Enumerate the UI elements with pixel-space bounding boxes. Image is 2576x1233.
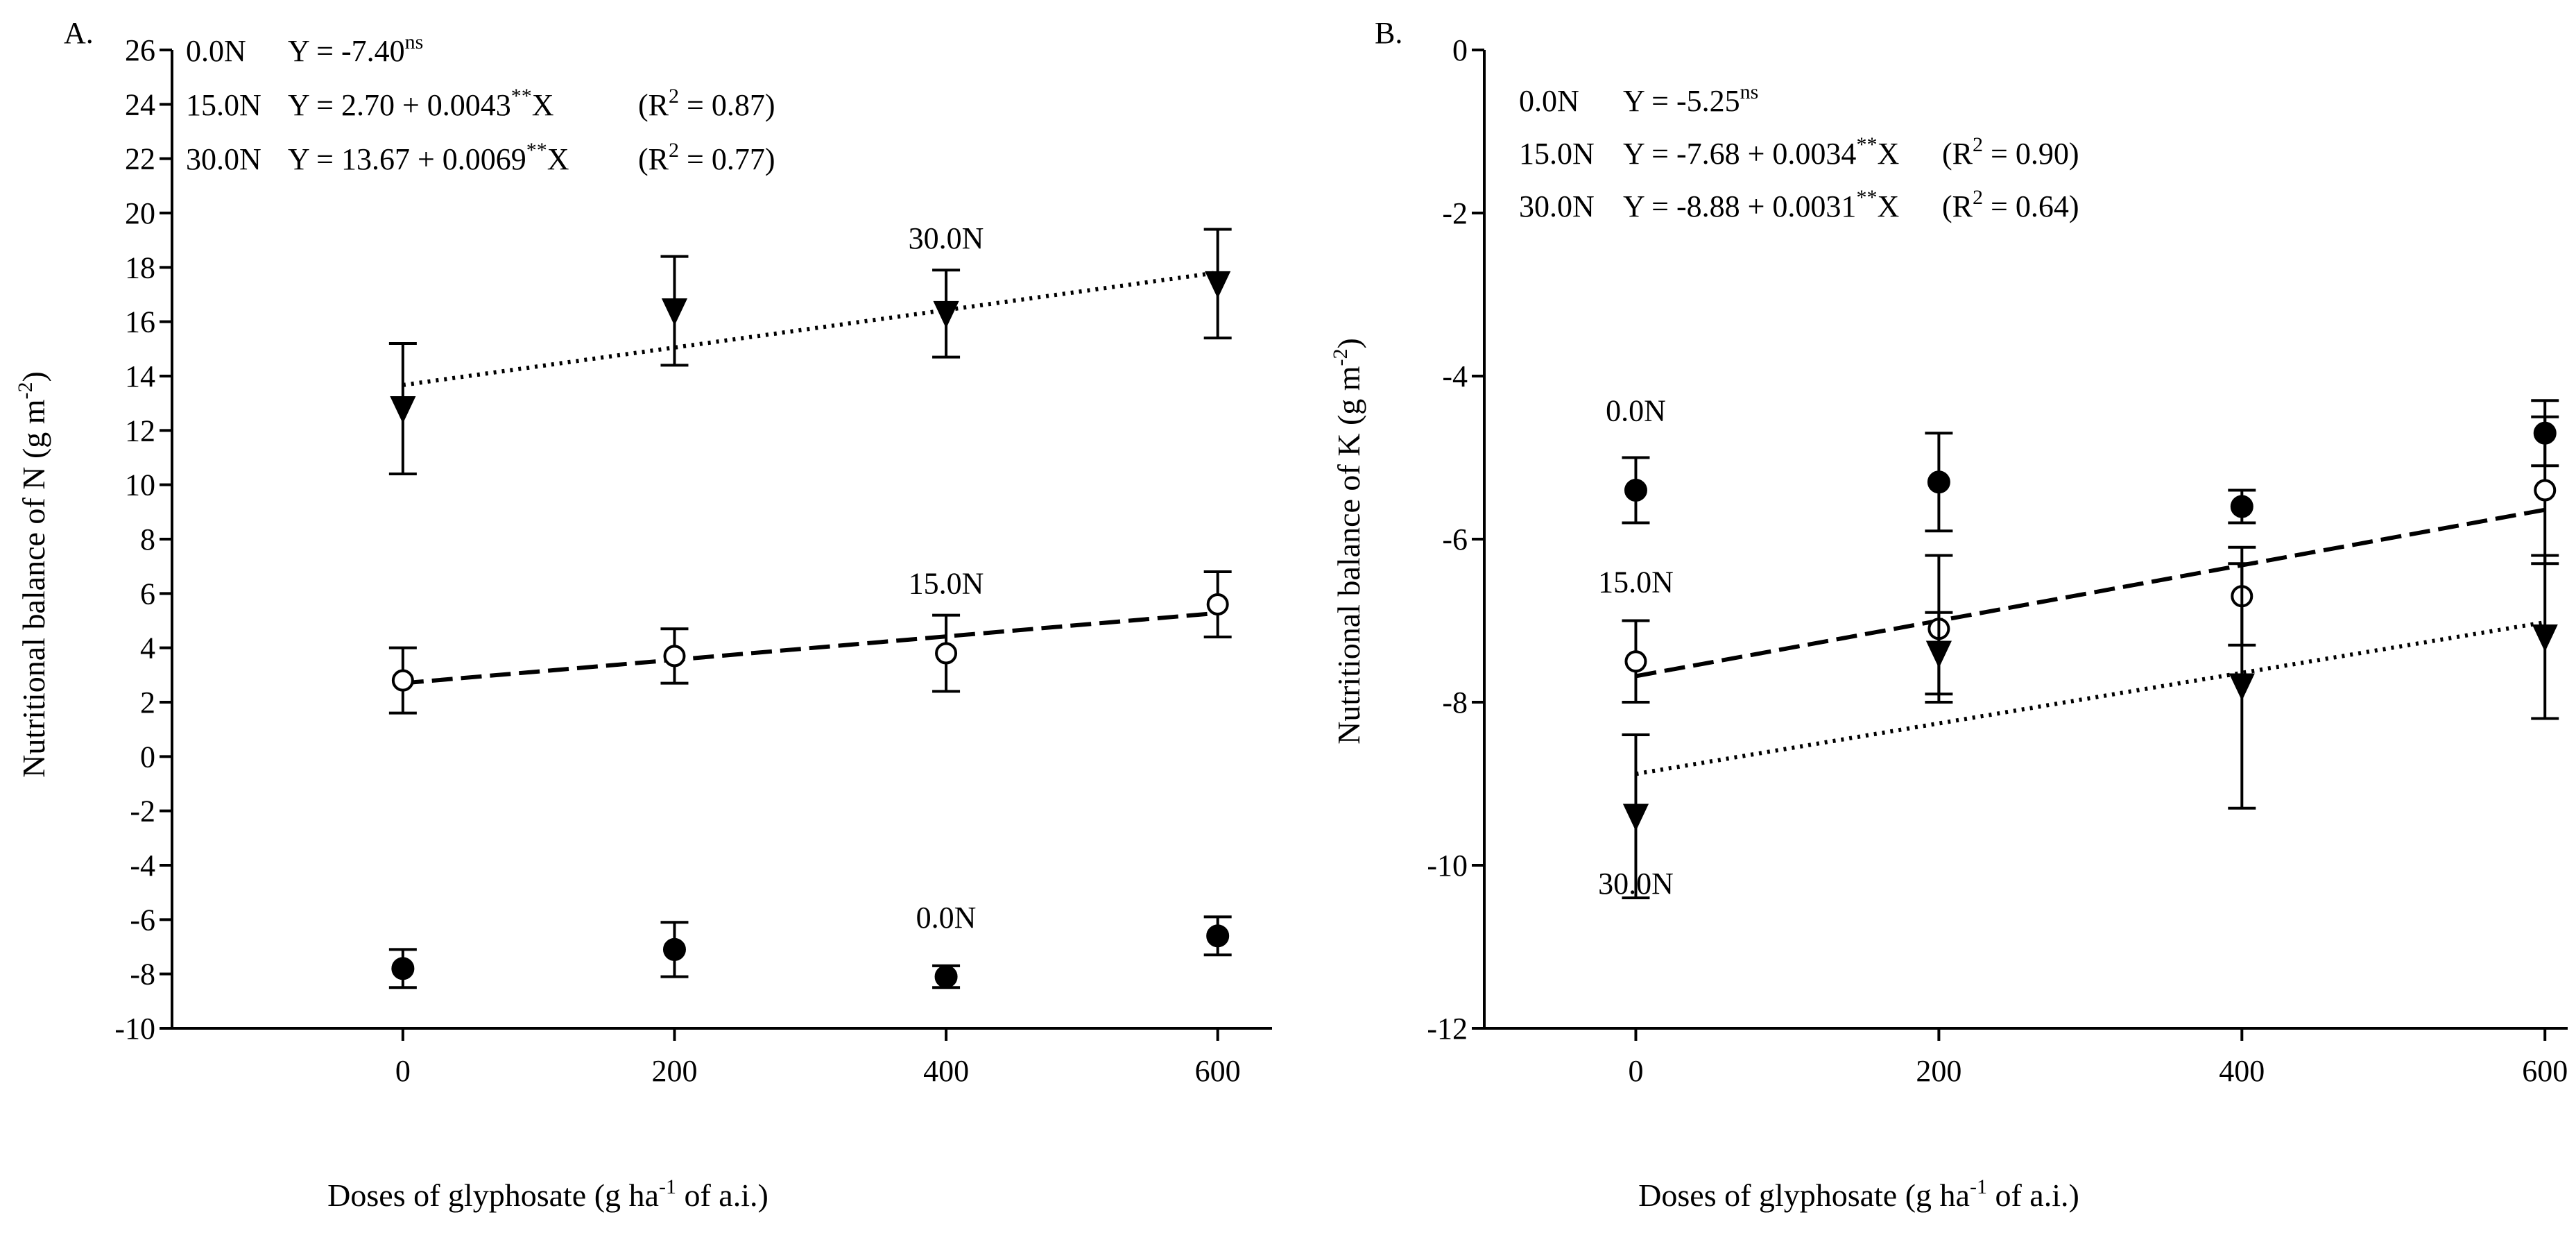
panel-b-eq-30n: Y = -8.88 + 0.0031**X <box>1623 186 1899 223</box>
panel-b-xlabel: Doses of glyphosate (g ha-1 of a.i.) <box>1638 1175 2079 1213</box>
panel-b-eq-0n: Y = -5.25ns <box>1623 80 1758 118</box>
panel-b-ylabel: Nutritional balance of K (g m-2) <box>1329 338 1366 745</box>
panel-b-eq-15n: Y = -7.68 + 0.0034**X <box>1623 133 1899 171</box>
panel-a-series-30-0n-label: 30.0N <box>909 221 984 255</box>
panel-a-series-15-0n-label: 15.0N <box>909 566 984 600</box>
panel-a-letter: A. <box>64 16 94 50</box>
panel-a-x-tick-label: 400 <box>923 1054 969 1088</box>
panel-a-y-tick-label: -2 <box>130 794 155 828</box>
panel-a-y-tick-label: -8 <box>130 958 155 992</box>
panel-b-series-15-0n-label: 15.0N <box>1598 565 1674 599</box>
panel-a-eq-15n: Y = 2.70 + 0.0043**X <box>288 85 554 122</box>
panel-b-series-30-0n-point <box>1925 640 1952 668</box>
panel-a-series-15-0n-point <box>391 669 414 692</box>
panel-a-eq-0n: Y = -7.40ns <box>288 31 423 68</box>
panel-a-series-15-0n-point <box>1206 593 1229 615</box>
panel-b-eq-15n-r2: (R2 = 0.90) <box>1942 133 2079 171</box>
panel-b-eq-15n-label: 15.0N <box>1519 137 1595 171</box>
panel-b-eq-30n-r2: (R2 = 0.64) <box>1942 186 2079 223</box>
panel-b-y-tick-label: -2 <box>1442 196 1468 230</box>
panel-a-series-0-0n-label: 0.0N <box>916 901 977 935</box>
panel-a-y-tick-label: 0 <box>140 740 155 774</box>
panel-a-eq-15n-r2: (R2 = 0.87) <box>638 85 775 122</box>
panel-b-y-tick-label: -8 <box>1442 686 1468 720</box>
panel-a-y-tick-label: 6 <box>140 577 155 611</box>
panel-a-y-tick-label: 2 <box>140 686 155 720</box>
panel-a-y-tick-label: 14 <box>125 359 155 393</box>
panel-b-y-tick-label: 0 <box>1452 33 1468 67</box>
panel-a-y-tick-label: 20 <box>125 196 155 230</box>
panel-a-series-15-0n-trend-line <box>402 611 1218 686</box>
panel-a-series-0-0n-point <box>662 937 686 961</box>
panel-a-y-tick-label: 8 <box>140 522 155 556</box>
panel-b-series-15-0n-point <box>1624 650 1647 673</box>
panel-b-series-15-0n-trend-line <box>1635 507 2545 679</box>
panel-b-series-30-0n-point <box>2532 624 2558 652</box>
panel-a-y-tick-label: 4 <box>140 631 155 665</box>
panel-a-series-0-0n-point <box>391 957 415 980</box>
panel-a-eq-0n-label: 0.0N <box>186 34 246 68</box>
panel-a-series-30-0n-point <box>933 300 959 329</box>
panel-a-ylabel: Nutritional balance of N (g m-2) <box>14 371 51 778</box>
panel-b-x-tick-label: 0 <box>1628 1054 1643 1088</box>
panel-a-eq-30n: Y = 13.67 + 0.0069**X <box>288 139 569 176</box>
panel-b: B. Nutritional balance of K (g m-2) Dose… <box>1329 16 2079 1213</box>
panel-b-series-0-0n-point <box>2230 495 2253 518</box>
panel-a-series-30-0n-point <box>661 298 688 326</box>
panel-b-letter: B. <box>1375 16 1402 50</box>
panel-a-x-tick-label: 200 <box>651 1054 697 1088</box>
panel-b-eq-30n-label: 30.0N <box>1519 189 1595 223</box>
panel-b-y-tick-label: -6 <box>1442 522 1468 556</box>
panel-a-xlabel: Doses of glyphosate (g ha-1 of a.i.) <box>327 1175 768 1213</box>
panel-a-y-tick-label: 24 <box>125 87 155 121</box>
panel-a-x-tick-label: 600 <box>1195 1054 1241 1088</box>
panel-b-x-tick-label: 400 <box>2219 1054 2265 1088</box>
panel-a-equations: 0.0N Y = -7.40ns 15.0N Y = 2.70 + 0.0043… <box>186 31 775 176</box>
panel-a-y-tick-label: 12 <box>125 414 155 448</box>
panel-a-series-30-0n-point <box>1205 271 1231 299</box>
panel-a-y-tick-label: 18 <box>125 250 155 284</box>
panel-b-eq-0n-label: 0.0N <box>1519 84 1579 118</box>
panel-a-series-30-0n-point <box>390 396 416 424</box>
panel-a-y-tick-label: -6 <box>130 903 155 937</box>
panel-b-series-30-0n-label: 30.0N <box>1598 867 1674 901</box>
panel-a-series-0-0n-point <box>1206 924 1230 948</box>
panel-b-series-30-0n-trend-line <box>1635 620 2545 776</box>
panel-b-equations: 0.0N Y = -5.25ns 15.0N Y = -7.68 + 0.003… <box>1519 80 2079 223</box>
panel-a-y-tick-label: 26 <box>125 33 155 67</box>
panel-a-y-tick-label: 16 <box>125 305 155 339</box>
panel-a-eq-15n-label: 15.0N <box>186 88 261 122</box>
panel-b-series-15-0n-point <box>2534 479 2557 502</box>
panel-b-y-tick-label: -4 <box>1442 359 1468 393</box>
panel-b-y-tick-label: -10 <box>1427 849 1468 883</box>
panel-a-eq-30n-r2: (R2 = 0.77) <box>638 139 775 176</box>
panel-b-series-30-0n-point <box>1622 803 1649 831</box>
panel-a-series-15-0n-point <box>663 645 686 667</box>
panel-a-y-tick-label: -10 <box>114 1012 155 1046</box>
panel-a: A. Nutritional balance of N (g m-2) Dose… <box>14 16 775 1213</box>
panel-a-y-tick-label: -4 <box>130 849 155 883</box>
panel-b-x-tick-label: 600 <box>2522 1054 2568 1088</box>
panel-a-series-15-0n-point <box>935 642 958 665</box>
panel-b-series-0-0n-point <box>1927 470 1950 494</box>
panel-a-y-tick-label: 22 <box>125 142 155 176</box>
panel-b-series-0-0n-point <box>1624 479 1647 502</box>
panel-b-series-30-0n-point <box>2229 673 2255 701</box>
panel-a-x-tick-label: 0 <box>395 1054 411 1088</box>
panel-b-x-tick-label: 200 <box>1916 1054 1961 1088</box>
panel-a-series-0-0n-point <box>934 965 958 989</box>
panel-b-series-0-0n-label: 0.0N <box>1606 394 1666 428</box>
panel-a-y-tick-label: 10 <box>125 468 155 502</box>
panel-b-y-tick-label: -12 <box>1427 1012 1468 1046</box>
panel-a-eq-30n-label: 30.0N <box>186 142 261 176</box>
